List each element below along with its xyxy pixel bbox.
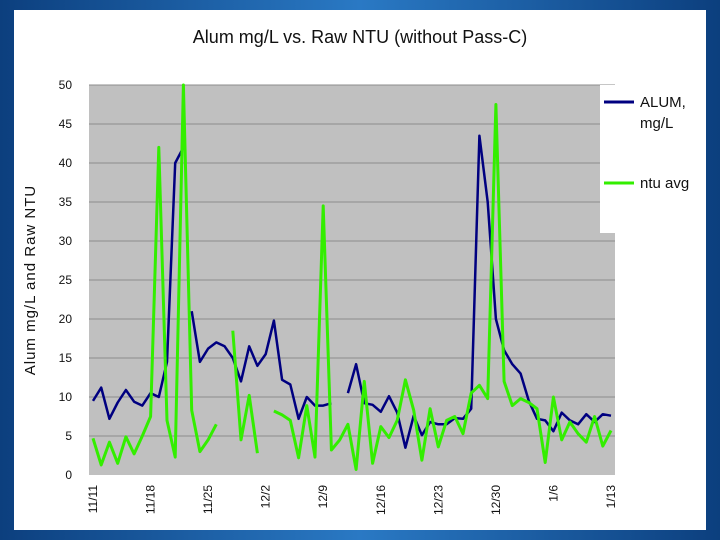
y-tick-label: 45 (59, 117, 73, 131)
chart: 0 5 10 15 20 25 30 35 40 45 50 11/11 11/18 11/25 12/2 1… (22, 27, 706, 515)
y-tick-label: 35 (59, 195, 73, 209)
y-tick-label: 20 (59, 312, 73, 326)
axis-ticks: 0 5 10 15 20 25 30 35 40 45 50 11/11 11/18 11/25 12/2 1… (59, 78, 618, 515)
chart-card: 0 5 10 15 20 25 30 35 40 45 50 11/11 11/18 11/25 12/2 1… (14, 10, 706, 530)
y-tick-label: 5 (65, 429, 72, 443)
y-tick-label: 25 (59, 273, 73, 287)
y-tick-label: 10 (59, 390, 73, 404)
alum-series-line (91, 134, 612, 449)
x-tick-label: 12/23 (431, 485, 445, 515)
x-tick-label: 1/13 (604, 485, 618, 509)
ntu-series-line (91, 83, 613, 471)
y-tick-label: 0 (65, 468, 72, 482)
legend-label-ntu: ntu avg (640, 175, 689, 192)
x-tick-label: 11/18 (144, 485, 158, 514)
x-tick-label: 12/16 (374, 485, 388, 515)
chart-title: Alum mg/L vs. Raw NTU (without Pass-C) (193, 27, 527, 47)
x-tick-label: 11/11 (86, 485, 100, 514)
y-tick-label: 50 (59, 78, 73, 92)
y-tick-label: 40 (59, 156, 73, 170)
series-lines (91, 83, 613, 471)
legend-label-alum: ALUM, mg/L (640, 94, 686, 132)
y-tick-label: 15 (59, 351, 73, 365)
y-tick-label: 30 (59, 234, 73, 248)
x-tick-label: 1/6 (546, 485, 560, 502)
x-tick-label: 12/2 (259, 485, 273, 509)
legend-box (600, 85, 706, 233)
legend: ALUM, mg/L ntu avg (604, 94, 689, 192)
x-tick-label: 12/30 (489, 485, 503, 515)
x-tick-label: 12/9 (316, 485, 330, 509)
gridlines (89, 84, 615, 437)
y-axis-label: Alum mg/L and Raw NTU (22, 185, 39, 376)
x-tick-label: 11/25 (201, 485, 215, 514)
